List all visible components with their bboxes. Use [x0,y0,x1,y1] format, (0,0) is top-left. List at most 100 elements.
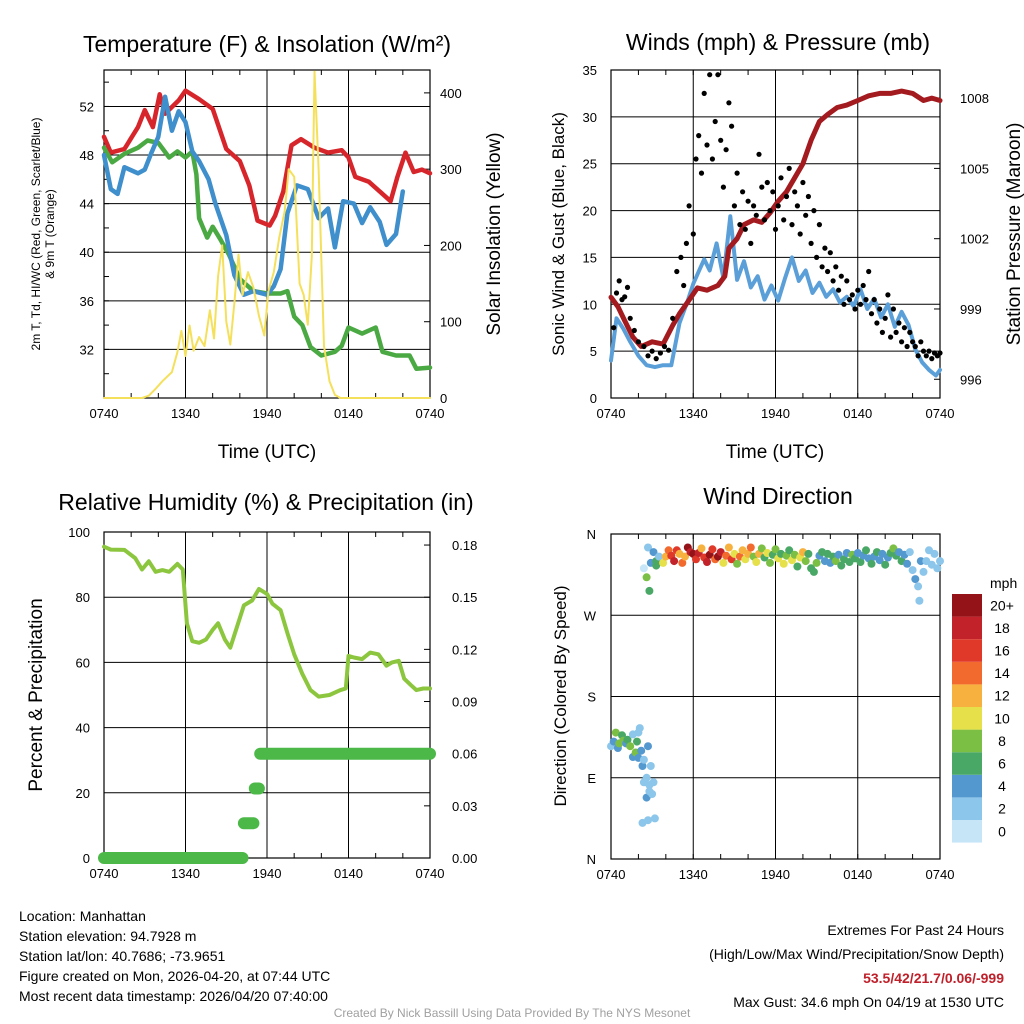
colorbar-label: 4 [998,778,1006,794]
direction-point [779,559,788,568]
direction-point [708,545,717,554]
direction-point [724,543,733,552]
temperature-xlabel: Time (UTC) [218,442,317,463]
direction-point [746,543,755,552]
winds-gust-point [653,356,659,362]
direction-point [638,762,647,770]
winds-ytick-label: 20 [583,204,597,219]
direction-point [831,557,840,566]
direction-point [645,586,654,595]
winds-gust-point [674,268,680,275]
winds-gust-point [904,343,910,350]
winds-gust-point [890,306,897,312]
winds-gust-point [915,353,921,359]
direction-point [809,567,818,576]
direction-point [697,544,706,553]
winds-title: Winds (mph) & Pressure (mb) [626,29,930,55]
winds-gust-point [918,339,924,345]
direction-point [856,558,865,566]
winds-series-maroon [608,88,943,349]
winds-gust-point [929,356,935,362]
winds-gust-point [613,290,620,296]
direction-point [655,552,663,561]
winds-gust-point [709,156,716,162]
temperature-ytick-label: 52 [80,99,94,114]
winds-gust-point [849,292,855,298]
direction-point [771,545,780,554]
winds-gust-point [707,72,713,78]
humidity-y2tick-label: 0.00 [452,851,477,866]
extremes-title: Extremes For Past 24 Hours [827,922,1004,938]
temperature-ytick-label: 40 [80,245,94,260]
winds-gust-point [863,297,869,303]
humidity-title: Relative Humidity (%) & Precipitation (i… [58,489,473,515]
direction-point [914,582,923,591]
winds-gust-point [888,334,894,340]
direction-point [642,773,651,782]
direction-point [637,746,646,755]
temperature-ytick-label: 44 [80,197,94,212]
winds-gust-point [912,343,918,350]
direction-point [867,559,876,568]
direction-xtick-label: 0740 [926,867,955,882]
colorbar-label: 8 [998,733,1006,749]
colorbar-swatch [952,729,982,753]
direction-point [905,548,914,557]
direction-point [930,549,939,558]
winds-gust-point [860,282,866,289]
winds-gust-point [742,226,748,232]
direction-point [903,559,912,568]
winds-gust-point [846,297,853,303]
winds-gust-point [803,212,809,218]
direction-point [812,558,821,567]
direction-point [801,557,810,566]
direction-point [862,546,870,555]
humidity-y2tick-label: 0.09 [452,695,477,710]
winds-gust-point [690,231,696,237]
temperature-xtick-label: 0140 [334,406,363,421]
station-elevation: Station elevation: 94.7928 m [19,928,197,944]
colorbar-swatch [952,797,982,820]
temperature-y2tick-label: 400 [440,86,462,101]
direction-point [881,560,890,569]
winds-gust-point [800,179,806,186]
winds-xtick-label: 0740 [926,406,955,421]
humidity-y2tick-label: 0.18 [452,538,477,553]
station-latlon: Station lat/lon: 40.7686; -73.9651 [19,948,226,964]
temperature-y2tick-label: 300 [440,162,462,177]
winds-gust-point [704,142,710,148]
direction-point [804,549,813,558]
direction-ytick-label: W [584,608,597,623]
winds-gust-point [616,278,622,284]
winds-gust-point [624,284,631,290]
winds-gust-point [794,203,801,209]
winds-gust-point [816,222,823,228]
winds-gust-point [836,287,842,293]
direction-point [908,566,917,575]
recent-timestamp: Most recent data timestamp: 2026/04/20 0… [19,988,328,1004]
humidity-ytick-label: 100 [68,525,90,540]
colorbar-label: 20+ [990,597,1014,613]
colorbar-label: 0 [998,823,1006,839]
winds-gust-point [896,320,902,326]
winds-y2tick-label: 999 [960,302,982,317]
winds-gust-point [678,254,684,260]
direction-point [633,737,641,746]
humidity-ytick-label: 20 [76,786,90,801]
direction-point [837,561,846,570]
humidity-y2tick-label: 0.06 [452,747,477,762]
humidity-xtick-label: 1940 [253,866,282,881]
winds-gust-point [844,278,850,284]
winds-gust-point [775,203,781,209]
winds-gust-point [649,348,655,354]
winds-ytick-label: 30 [583,110,597,125]
direction-point [919,567,928,576]
humidity-ytick-label: 60 [76,655,90,670]
direction-ytick-label: N [587,852,596,867]
winds-gust-point [877,306,883,312]
winds-gust-point [770,189,776,195]
humidity-xtick-label: 1340 [171,866,200,881]
direction-point [659,558,668,567]
direction-point [623,735,632,744]
